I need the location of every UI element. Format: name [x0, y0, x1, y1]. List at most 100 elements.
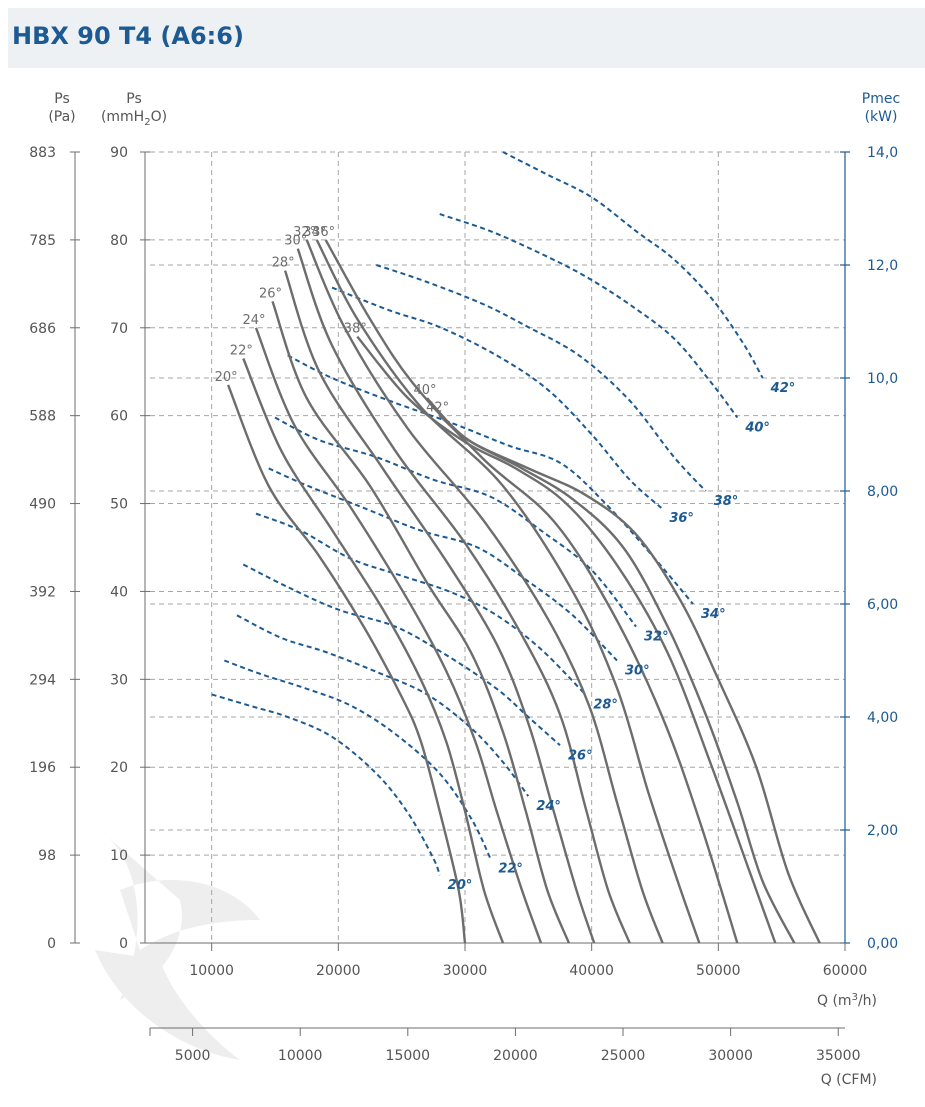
power-curve-22° — [223, 659, 492, 859]
q-m3h-axis-title: Q (m3/h) — [817, 992, 877, 1009]
kw-tick-label-4,00: 4,00 — [867, 710, 898, 726]
pa-tick-label-294: 294 — [29, 672, 56, 688]
pa-tick-label-883: 883 — [29, 145, 56, 161]
q-cfm-tick-label-20000: 20000 — [493, 1048, 538, 1064]
title-bar — [8, 8, 925, 68]
q-cfm-tick-label-30000: 30000 — [708, 1048, 753, 1064]
mm-axis-title: Ps — [126, 91, 142, 107]
power-curves — [211, 151, 764, 876]
kw-tick-label-10,0: 10,0 — [867, 371, 898, 387]
pressure-curve-38° — [356, 335, 777, 944]
power-curve-40° — [439, 213, 739, 419]
pressure-label-24°: 24° — [242, 313, 265, 328]
pressure-label-32°: 32° — [293, 225, 316, 240]
right-axis: 0,00 2,00 4,00 6,00 8,00 10,0 12,0 14,0 — [840, 145, 898, 952]
pressure-curve-32° — [305, 239, 664, 944]
power-label-22°: 22° — [498, 861, 523, 876]
power-label-30°: 30° — [625, 664, 650, 679]
power-label-26°: 26° — [568, 748, 593, 763]
pa-tick-label-98: 98 — [38, 848, 56, 864]
pa-tick-label-785: 785 — [29, 233, 56, 249]
pressure-label-40°: 40° — [413, 383, 436, 398]
pressure-label-38°: 38° — [344, 322, 367, 337]
kw-tick-label-8,00: 8,00 — [867, 484, 898, 500]
mm-axis-unit: (mmH2O) — [101, 109, 167, 128]
kw-axis-unit: (kW) — [865, 109, 898, 125]
q-cfm-tick-label-35000: 35000 — [816, 1048, 861, 1064]
power-curve-38° — [375, 264, 707, 492]
q-m3h-tick-label-40000: 40000 — [569, 963, 614, 979]
watermark-logo — [95, 830, 260, 1060]
pressure-label-22°: 22° — [230, 344, 253, 359]
pressure-label-20°: 20° — [215, 370, 238, 385]
mm-tick-label-90: 90 — [110, 145, 128, 161]
curve-labels: 20°22°24°26°28°30°32°34°36°38°40°42°20°2… — [215, 225, 796, 893]
kw-tick-label-12,0: 12,0 — [867, 258, 898, 274]
power-curve-30° — [268, 467, 618, 662]
power-label-36°: 36° — [669, 511, 694, 526]
pressure-curve-42° — [438, 414, 821, 944]
q-m3h-tick-label-30000: 30000 — [443, 963, 488, 979]
pa-tick-label-0: 0 — [47, 936, 56, 952]
mm-tick-label-40: 40 — [110, 584, 128, 600]
q-cfm-tick-label-25000: 25000 — [601, 1048, 646, 1064]
q-cfm-tick-label-10000: 10000 — [278, 1048, 323, 1064]
kw-axis-title: Pmec — [862, 91, 900, 107]
pressure-label-28°: 28° — [272, 256, 295, 271]
power-label-38°: 38° — [714, 494, 739, 509]
pressure-label-36°: 36° — [312, 225, 335, 240]
power-label-32°: 32° — [644, 630, 669, 645]
mm-tick-label-0: 0 — [119, 936, 128, 952]
pressure-curve-28° — [283, 270, 596, 944]
power-curve-28° — [255, 512, 587, 696]
mm-tick-label-60: 60 — [110, 409, 128, 425]
left-axes: 0 98 196 294 392 490 588 686 785 883 0 10 20 30 40 50 60… — [29, 145, 150, 952]
kw-tick-label-2,00: 2,00 — [867, 823, 898, 839]
pressure-curve-34° — [315, 239, 701, 944]
kw-tick-label-0,00: 0,00 — [867, 936, 898, 952]
power-label-34°: 34° — [701, 607, 726, 622]
pressure-curve-36° — [324, 239, 739, 944]
pa-tick-label-490: 490 — [29, 497, 56, 513]
kw-tick-label-6,00: 6,00 — [867, 597, 898, 613]
pressure-curve-30° — [296, 248, 631, 944]
power-label-24°: 24° — [536, 799, 561, 814]
power-curve-24° — [236, 614, 530, 797]
power-curve-34° — [287, 354, 694, 605]
q-cfm-axis-title: Q (CFM) — [821, 1072, 877, 1088]
pressure-curve-22° — [242, 358, 505, 944]
pa-tick-label-392: 392 — [29, 584, 56, 600]
q-m3h-tick-label-20000: 20000 — [316, 963, 361, 979]
page-title: HBX 90 T4 (A6:6) — [12, 22, 244, 50]
pressure-label-30°: 30° — [284, 234, 307, 249]
pa-tick-label-588: 588 — [29, 409, 56, 425]
power-curve-32° — [274, 416, 637, 628]
pressure-label-26°: 26° — [259, 286, 282, 301]
mm-tick-label-20: 20 — [110, 760, 128, 776]
pressure-curve-24° — [254, 327, 543, 944]
power-curve-36° — [331, 286, 662, 509]
mm-tick-label-30: 30 — [110, 672, 128, 688]
kw-tick-label-14,0: 14,0 — [867, 145, 898, 161]
pressure-curve-26° — [271, 300, 571, 944]
mm-tick-label-50: 50 — [110, 497, 128, 513]
power-curve-20° — [211, 693, 441, 876]
pa-axis-unit: (Pa) — [48, 109, 75, 125]
pa-tick-label-196: 196 — [29, 760, 56, 776]
power-curve-26° — [242, 563, 561, 747]
mm-tick-label-70: 70 — [110, 321, 128, 337]
fan-blade-icon — [95, 830, 260, 1060]
q-m3h-tick-label-50000: 50000 — [696, 963, 741, 979]
pa-axis-title: Ps — [54, 91, 70, 107]
pressure-label-42°: 42° — [426, 401, 449, 416]
mm-tick-label-80: 80 — [110, 233, 128, 249]
q-cfm-tick-label-15000: 15000 — [386, 1048, 431, 1064]
power-label-42°: 42° — [770, 381, 796, 396]
pa-tick-label-686: 686 — [29, 321, 56, 337]
pressure-label-34°: 34° — [303, 225, 326, 240]
mm-tick-label-10: 10 — [110, 848, 128, 864]
q-m3h-tick-label-10000: 10000 — [189, 963, 234, 979]
pressure-curves — [226, 239, 821, 944]
bottom-axes: 10000 20000 30000 40000 50000 60000 5000 10000 1… — [149, 942, 867, 1064]
